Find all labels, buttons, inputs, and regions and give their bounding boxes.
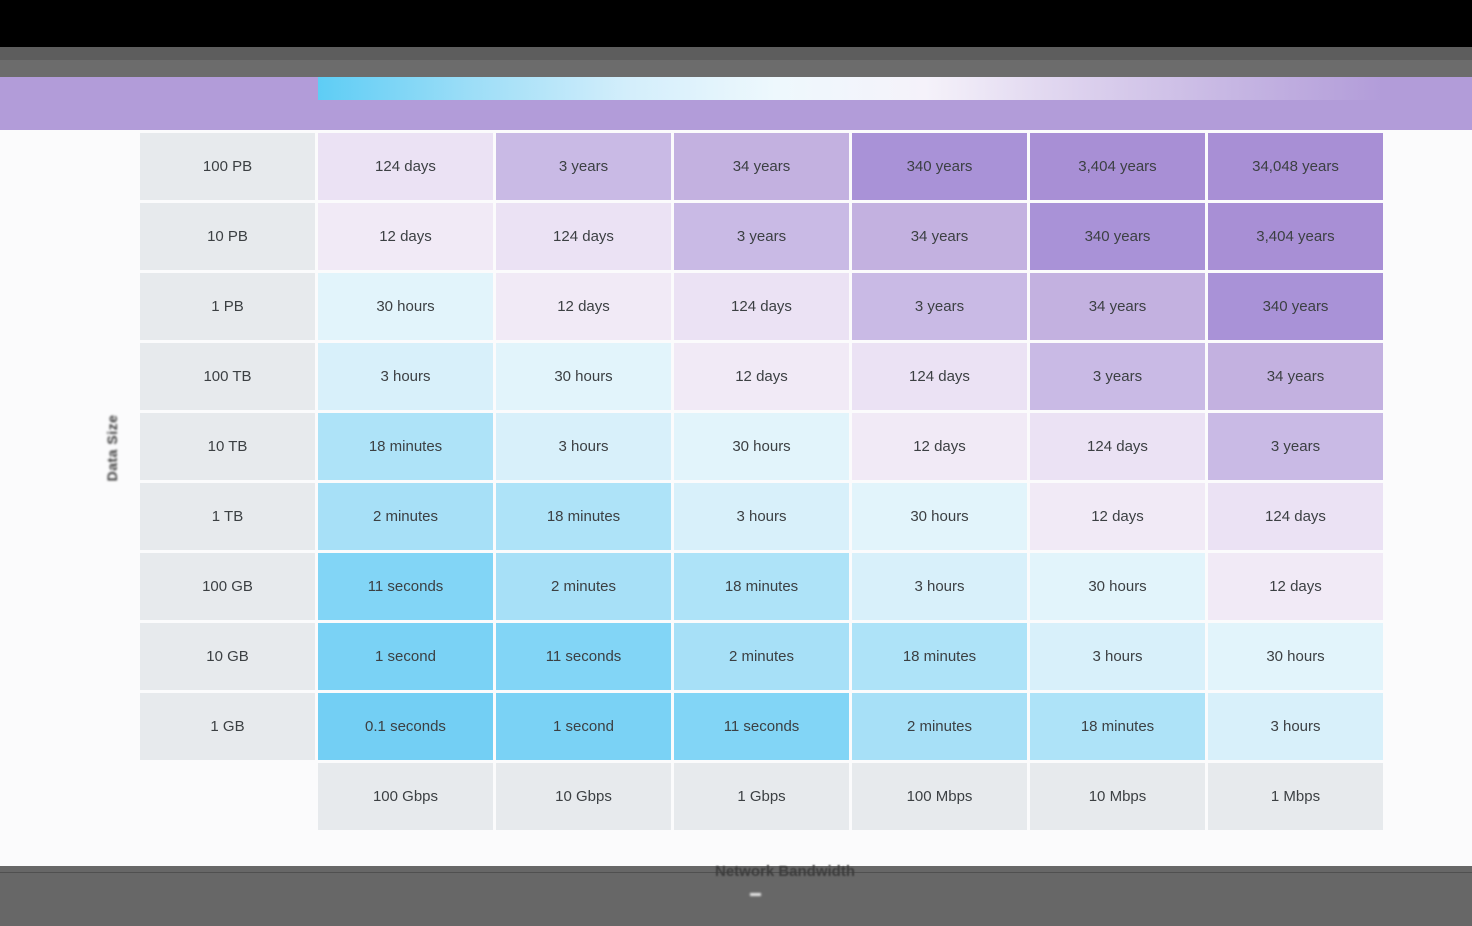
heatmap-cell: 30 hours <box>496 343 671 410</box>
heatmap-cell: 124 days <box>318 133 493 200</box>
heatmap-cell: 18 minutes <box>674 553 849 620</box>
heatmap-cell: 12 days <box>674 343 849 410</box>
redacted-white-mark <box>750 893 761 896</box>
heatmap-cell: 34 years <box>674 133 849 200</box>
heatmap-cell: 12 days <box>1030 483 1205 550</box>
heatmap-cell: 3 hours <box>1208 693 1383 760</box>
row-header-cell: 100 GB <box>140 553 315 620</box>
heatmap-cell: 1 second <box>318 623 493 690</box>
heatmap-cell: 3 hours <box>674 483 849 550</box>
heatmap-cell: 34 years <box>852 203 1027 270</box>
row-header-cell: 10 PB <box>140 203 315 270</box>
heatmap-cell: 3 hours <box>496 413 671 480</box>
heatmap-cell: 124 days <box>1208 483 1383 550</box>
heatmap-cell: 3 years <box>674 203 849 270</box>
row-header-cell: 10 TB <box>140 413 315 480</box>
color-scale-gradient <box>318 77 1384 100</box>
bottom-bar-divider-line <box>0 872 1472 873</box>
toolbar-bar <box>0 60 1472 77</box>
column-header-cell: 10 Mbps <box>1030 763 1205 830</box>
heatmap-cell: 11 seconds <box>496 623 671 690</box>
heatmap-cell: 18 minutes <box>852 623 1027 690</box>
heatmap-cell: 340 years <box>1208 273 1383 340</box>
heatmap-cell: 124 days <box>496 203 671 270</box>
heatmap-cell: 2 minutes <box>674 623 849 690</box>
heatmap-cell: 2 minutes <box>318 483 493 550</box>
heatmap-cell: 2 minutes <box>496 553 671 620</box>
heatmap-cell: 30 hours <box>674 413 849 480</box>
heatmap-cell: 124 days <box>852 343 1027 410</box>
x-axis-label: Network Bandwidth <box>714 863 856 880</box>
heatmap-cell: 3 years <box>1030 343 1205 410</box>
row-header-cell: 1 PB <box>140 273 315 340</box>
heatmap-cell: 3 hours <box>1030 623 1205 690</box>
heatmap-cell: 3 hours <box>318 343 493 410</box>
heatmap-cell: 34 years <box>1208 343 1383 410</box>
row-header-cell: 100 PB <box>140 133 315 200</box>
bottom-status-bar <box>0 866 1472 926</box>
top-black-bar <box>0 0 1472 47</box>
heatmap-cell: 12 days <box>852 413 1027 480</box>
heatmap-cell: 340 years <box>1030 203 1205 270</box>
heatmap-cell: 34 years <box>1030 273 1205 340</box>
row-header-cell: 1 GB <box>140 693 315 760</box>
heatmap-cell: 3,404 years <box>1208 203 1383 270</box>
heatmap-cell: 30 hours <box>852 483 1027 550</box>
row-header-cell: 1 TB <box>140 483 315 550</box>
heatmap-cell: 18 minutes <box>1030 693 1205 760</box>
heatmap-cell: 1 second <box>496 693 671 760</box>
heatmap-cell: 30 hours <box>1030 553 1205 620</box>
heatmap-cell: 3 years <box>852 273 1027 340</box>
heatmap-cell: 30 hours <box>1208 623 1383 690</box>
heatmap-cell: 3 years <box>496 133 671 200</box>
heatmap-grid: 100 PB 124 days 3 years 34 years 340 years 3,… <box>140 133 1383 830</box>
column-header-cell: 100 Mbps <box>852 763 1027 830</box>
tab-strip-bar <box>0 47 1472 108</box>
heatmap-cell: 30 hours <box>318 273 493 340</box>
heatmap-cell: 340 years <box>852 133 1027 200</box>
heatmap-cell: 3 hours <box>852 553 1027 620</box>
heatmap-cell: 124 days <box>1030 413 1205 480</box>
column-header-cell: 1 Mbps <box>1208 763 1383 830</box>
heatmap-cell: 11 seconds <box>318 553 493 620</box>
heatmap-cell: 34,048 years <box>1208 133 1383 200</box>
heatmap-cell: 12 days <box>496 273 671 340</box>
heatmap-cell: 3 years <box>1208 413 1383 480</box>
y-axis-label: Data Size <box>104 414 120 482</box>
column-header-cell: 10 Gbps <box>496 763 671 830</box>
heatmap-cell: 12 days <box>318 203 493 270</box>
column-header-cell: 1 Gbps <box>674 763 849 830</box>
row-header-cell: 100 TB <box>140 343 315 410</box>
heatmap-cell: 11 seconds <box>674 693 849 760</box>
heatmap-cell: 2 minutes <box>852 693 1027 760</box>
heatmap-cell: 18 minutes <box>496 483 671 550</box>
heatmap-cell: 12 days <box>1208 553 1383 620</box>
heatmap-cell: 18 minutes <box>318 413 493 480</box>
legend-band <box>0 77 1472 130</box>
heatmap-cell: 124 days <box>674 273 849 340</box>
row-header-cell: 10 GB <box>140 623 315 690</box>
corner-empty-cell <box>140 763 315 830</box>
heatmap-cell: 0.1 seconds <box>318 693 493 760</box>
heatmap-cell: 3,404 years <box>1030 133 1205 200</box>
column-header-cell: 100 Gbps <box>318 763 493 830</box>
